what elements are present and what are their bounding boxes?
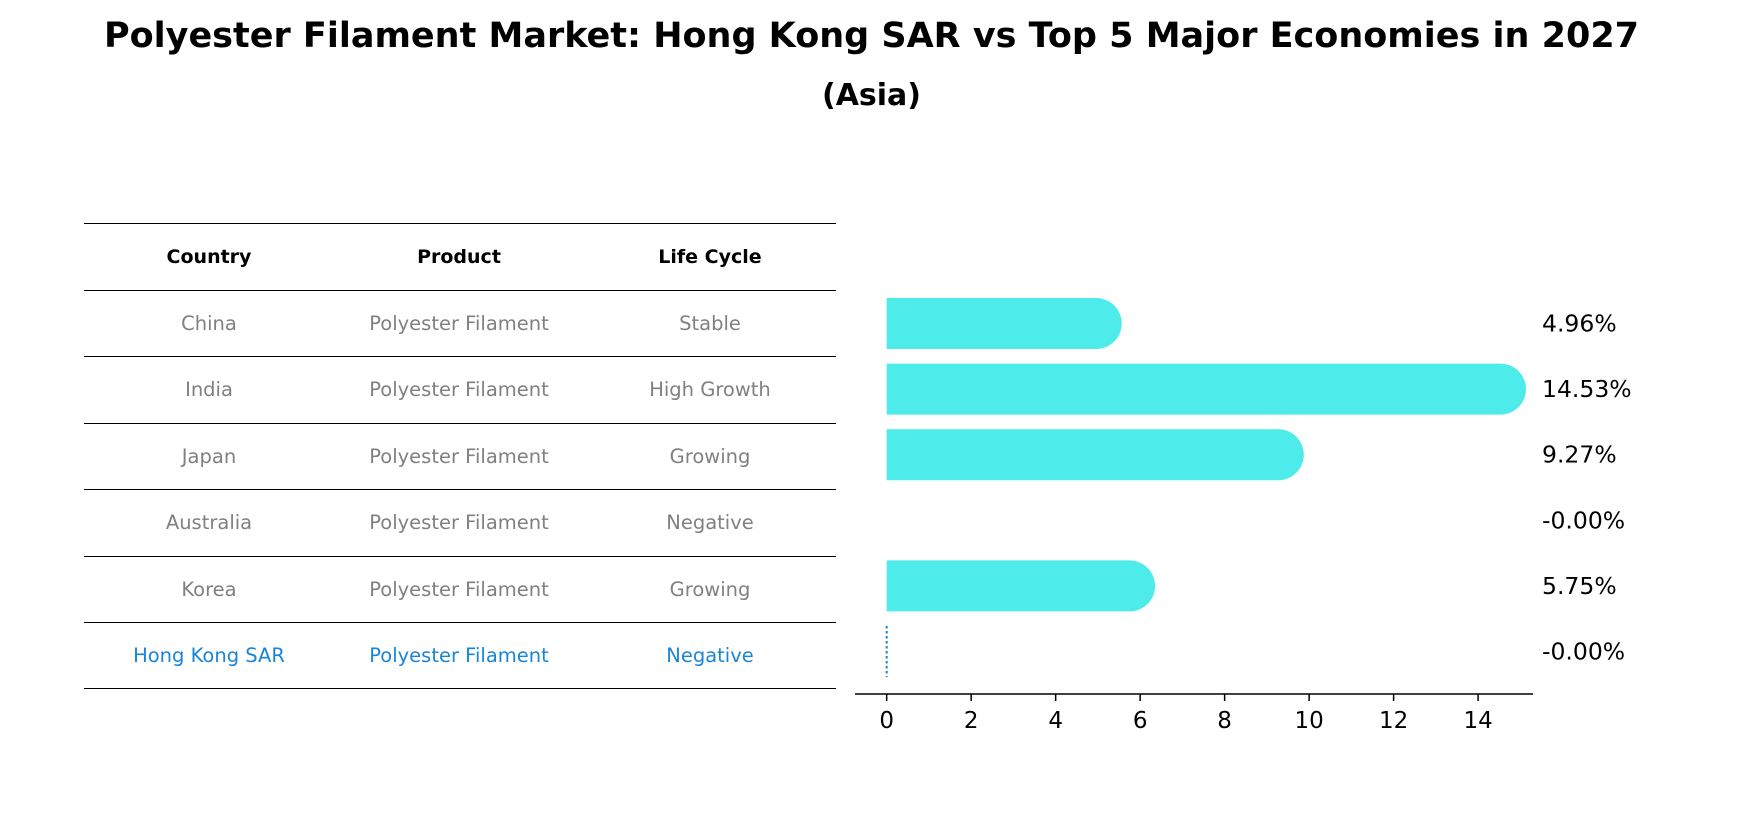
value-label: 5.75% (1542, 572, 1617, 600)
cell-life-cycle: Growing (669, 577, 751, 601)
table-row-highlight: Hong Kong SAR Polyester Filament Negativ… (84, 622, 836, 689)
x-tick-label: 8 (1217, 708, 1232, 734)
cell-country: China (181, 311, 237, 335)
header-country: Country (166, 245, 252, 268)
cell-life-cycle: Negative (666, 511, 754, 535)
cell-country: India (185, 378, 233, 402)
value-label: -0.00% (1542, 506, 1625, 534)
x-tick-label: 6 (1133, 708, 1148, 734)
table-row: China Polyester Filament Stable (84, 289, 836, 357)
cell-country: Japan (181, 444, 237, 468)
cell-life-cycle: Growing (669, 444, 751, 468)
cell-country: Korea (181, 577, 237, 601)
cell-product: Polyester Filament (369, 444, 549, 468)
x-tick-label: 4 (1048, 708, 1063, 734)
cell-life-cycle: Stable (679, 311, 741, 335)
x-tick-label: 14 (1463, 708, 1492, 734)
table-row: Korea Polyester Filament Growing (84, 555, 836, 623)
table-row: Australia Polyester Filament Negative (84, 489, 836, 556)
cell-life-cycle: Negative (666, 643, 754, 667)
x-ticks-group: 0 2 4 6 8 10 12 14 (879, 694, 1493, 734)
value-label: 14.53% (1542, 375, 1632, 403)
table-row: India Polyester Filament High Growth (84, 356, 836, 423)
cell-product: Polyester Filament (369, 577, 549, 601)
bars-group (885, 298, 1526, 677)
x-tick-label: 0 (879, 708, 894, 734)
value-label: 4.96% (1542, 310, 1617, 338)
x-tick-label: 2 (964, 708, 979, 734)
bar-korea (886, 560, 1156, 612)
data-table: Country Product Life Cycle China Polyest… (84, 223, 836, 689)
x-tick-label: 10 (1294, 708, 1323, 734)
bar-china (886, 298, 1122, 349)
bar-india (886, 363, 1526, 415)
value-label: -0.00% (1542, 638, 1625, 666)
cell-country: Hong Kong SAR (133, 643, 285, 667)
x-tick-label: 12 (1379, 708, 1408, 734)
cell-product: Polyester Filament (369, 378, 549, 402)
cell-product: Polyester Filament (369, 311, 549, 335)
bar-japan (886, 429, 1304, 481)
cell-product: Polyester Filament (369, 511, 549, 535)
chart-subtitle: (Asia) (821, 78, 922, 113)
table-header-row: Country Product Life Cycle (84, 223, 836, 290)
table-row: Japan Polyester Filament Growing (84, 422, 836, 490)
header-life-cycle: Life Cycle (658, 245, 762, 268)
value-label: 9.27% (1542, 441, 1617, 469)
value-labels-group: 4.96% 14.53% 9.27% -0.00% 5.75% -0.00% (1542, 310, 1632, 666)
cell-life-cycle: High Growth (649, 378, 771, 402)
header-product: Product (417, 245, 501, 268)
cell-country: Australia (165, 511, 253, 535)
bar-chart: 4.96% 14.53% 9.27% -0.00% 5.75% -0.00% 0 2 4 6 8 1… (855, 298, 1632, 734)
cell-product: Polyester Filament (369, 643, 549, 667)
chart-title: Polyester Filament Market: Hong Kong SAR… (103, 16, 1640, 56)
